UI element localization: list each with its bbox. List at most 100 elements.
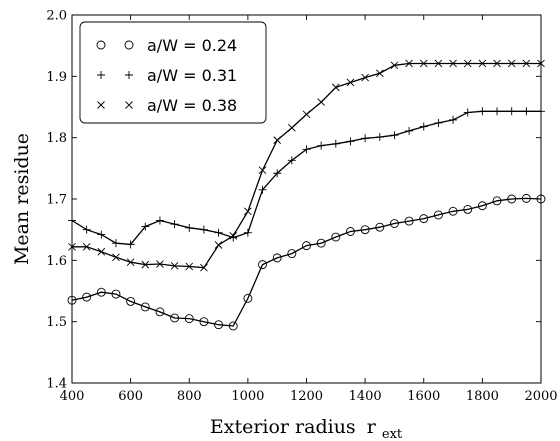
- data-point-plus: [317, 141, 326, 150]
- x-axis-label: Exterior radius r ext: [210, 416, 403, 441]
- data-point-circle: [302, 241, 311, 251]
- data-point-circle: [67, 295, 77, 305]
- data-point-x: [126, 258, 135, 266]
- data-point-x: [288, 124, 296, 132]
- data-point-plus: [170, 220, 179, 229]
- x-tick-label: 600: [118, 389, 143, 404]
- y-tick-label: 1.8: [46, 131, 67, 146]
- legend-marker-circle: [96, 40, 106, 50]
- data-point-x: [229, 231, 238, 240]
- data-point-x: [449, 59, 457, 68]
- data-point-circle: [331, 232, 341, 242]
- axis-ticks: 400 600 800 1000 1200 1400 1600 1800 2000 1.4 1.5 1…: [46, 9, 557, 405]
- data-point-circle: [287, 249, 297, 259]
- data-point-x: [170, 262, 179, 270]
- data-point-x: [156, 260, 164, 268]
- x-tick-label: 2000: [524, 389, 557, 404]
- data-point-x: [434, 59, 443, 68]
- y-tick-label: 1.4: [46, 377, 67, 392]
- data-point-plus: [361, 134, 370, 143]
- legend-marker-x: [125, 101, 133, 109]
- data-point-circle: [433, 210, 443, 220]
- data-point-x: [493, 59, 501, 68]
- data-point-plus: [155, 216, 164, 225]
- data-point-circle: [404, 216, 414, 226]
- x-tick-label: 1400: [349, 389, 382, 404]
- data-point-x: [244, 207, 252, 216]
- data-point-x: [463, 59, 472, 68]
- data-point-circle: [346, 227, 355, 236]
- series-x: [68, 59, 545, 272]
- data-point-plus: [331, 139, 340, 148]
- data-point-plus: [287, 156, 296, 165]
- data-point-x: [258, 166, 267, 174]
- data-point-x: [375, 69, 384, 78]
- data-point-circle: [111, 289, 121, 299]
- data-point-circle: [155, 307, 165, 317]
- data-point-circle: [492, 196, 502, 206]
- data-point-x: [302, 110, 311, 119]
- data-point-x: [82, 243, 91, 251]
- data-point-plus: [185, 223, 194, 232]
- data-point-x: [141, 260, 150, 269]
- legend-label: a/W = 0.24: [147, 36, 237, 55]
- data-point-plus: [258, 185, 267, 194]
- data-point-x: [390, 61, 399, 70]
- data-point-circle: [140, 302, 150, 312]
- legend-label: a/W = 0.31: [147, 66, 237, 85]
- data-point-x: [68, 243, 76, 251]
- data-point-circle: [463, 204, 473, 214]
- legend-item: a/W = 0.38: [97, 96, 237, 115]
- data-point-circle: [477, 201, 487, 211]
- data-point-circle: [170, 313, 180, 323]
- data-point-circle: [536, 194, 546, 204]
- legend-box: [79, 21, 267, 124]
- data-point-plus: [463, 108, 472, 117]
- data-point-plus: [478, 107, 487, 116]
- data-point-x: [273, 136, 282, 144]
- data-point-plus: [302, 145, 311, 154]
- x-axis-label-subscript: ext: [382, 427, 403, 441]
- data-point-x: [185, 262, 194, 271]
- data-point-x: [214, 241, 223, 249]
- data-point-circle: [82, 292, 92, 302]
- x-axis-label-symbol: r: [367, 416, 377, 438]
- data-point-circle: [272, 253, 282, 263]
- data-point-circle: [96, 287, 106, 297]
- data-point-plus: [273, 169, 282, 178]
- data-point-x: [346, 78, 355, 87]
- series-line-plus: [71, 110, 541, 246]
- data-point-plus: [522, 107, 531, 116]
- series-line-circle: [71, 197, 542, 327]
- data-point-plus: [449, 115, 458, 124]
- data-point-circle: [184, 314, 194, 324]
- data-point-circle: [419, 214, 429, 224]
- data-point-circle: [316, 238, 326, 248]
- data-point-plus: [537, 107, 545, 116]
- y-tick-label: 1.6: [46, 254, 67, 269]
- data-point-circle: [507, 194, 517, 204]
- data-point-circle: [199, 317, 209, 327]
- x-axis-label-main: Exterior radius: [210, 416, 356, 438]
- data-point-x: [522, 59, 531, 68]
- series-plus: [68, 107, 545, 249]
- legend: a/W = 0.24 a/W = 0.31 a/W = 0.38: [79, 21, 267, 124]
- x-tick-label: 1600: [407, 389, 440, 404]
- data-point-plus: [493, 107, 502, 116]
- data-point-circle: [360, 225, 370, 235]
- legend-marker-plus: [97, 71, 105, 79]
- data-point-plus: [111, 239, 120, 248]
- x-tick-label: 1000: [231, 389, 264, 404]
- data-point-plus: [405, 126, 414, 135]
- data-point-circle: [214, 320, 224, 330]
- data-point-x: [478, 59, 487, 68]
- data-point-circle: [521, 193, 531, 203]
- legend-marker-plus: [125, 71, 133, 79]
- data-point-circle: [375, 222, 385, 232]
- x-tick-label: 400: [60, 389, 85, 404]
- data-point-circle: [228, 321, 238, 331]
- data-point-plus: [126, 240, 135, 249]
- data-point-circle: [243, 293, 253, 303]
- data-point-circle: [389, 219, 399, 228]
